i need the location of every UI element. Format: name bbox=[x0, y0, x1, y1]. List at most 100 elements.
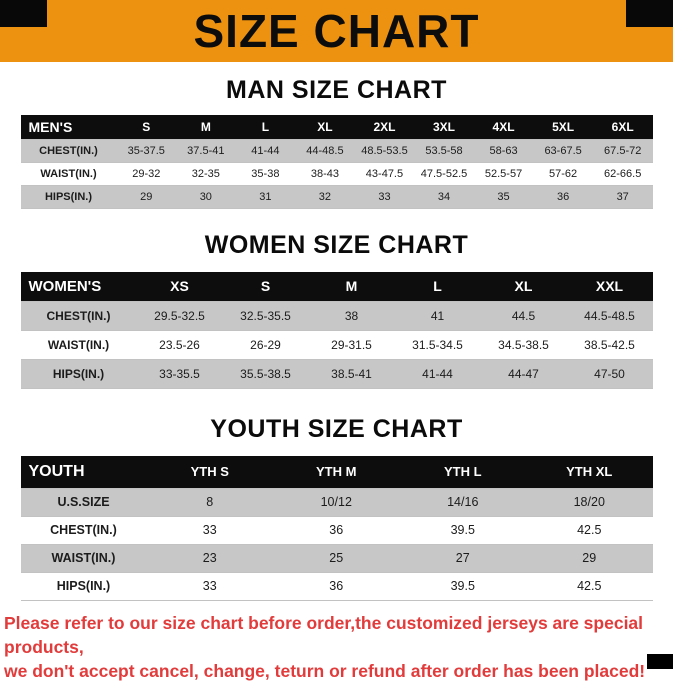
size-cell: 38.5-42.5 bbox=[566, 330, 653, 360]
row-label: CHEST(IN.) bbox=[20, 515, 147, 544]
banner-corner-right bbox=[626, 0, 673, 27]
table-row: CHEST(IN.) 29.5-32.5 32.5-35.5 38 41 44.5 44.5… bbox=[20, 301, 653, 331]
column-header: XXL bbox=[566, 271, 653, 302]
table-row: U.S.SIZE 8 10/12 14/16 18/20 bbox=[20, 487, 653, 516]
table-row: WAIST(IN.) 29-32 32-35 35-38 38-43 43-47.5 47.… bbox=[20, 161, 653, 185]
column-header: L bbox=[235, 115, 296, 139]
size-cell: 38-43 bbox=[295, 161, 355, 185]
page-title: SIZE CHART bbox=[193, 5, 480, 57]
size-cell: 29 bbox=[116, 184, 177, 208]
youth-size-table: YOUTH YTH S YTH M YTH L YTH XL U.S.SIZE 8 10/12… bbox=[20, 456, 653, 601]
column-header: S bbox=[116, 115, 177, 139]
column-header: 6XL bbox=[592, 115, 653, 139]
size-cell: 37 bbox=[592, 184, 653, 208]
column-header: 2XL bbox=[354, 115, 415, 139]
youth-section-heading: YOUTH SIZE CHART bbox=[210, 415, 463, 443]
size-cell: 34 bbox=[414, 184, 474, 208]
size-cell: 36 bbox=[273, 571, 400, 600]
size-cell: 35.5-38.5 bbox=[222, 359, 309, 389]
table-title-cell: MEN'S bbox=[20, 115, 117, 139]
column-header: M bbox=[176, 115, 236, 139]
size-chart-sections: MAN SIZE CHART MEN'S S M L XL 2XL 3XL 4XL 5XL 6XL C… bbox=[0, 76, 673, 601]
row-label: U.S.SIZE bbox=[20, 487, 147, 516]
size-cell: 47-50 bbox=[566, 359, 653, 389]
size-cell: 62-66.5 bbox=[592, 161, 653, 185]
column-header: 4XL bbox=[473, 115, 534, 139]
table-title-cell: YOUTH bbox=[20, 456, 147, 488]
row-label: WAIST(IN.) bbox=[20, 330, 137, 360]
size-cell: 39.5 bbox=[399, 571, 526, 600]
size-cell: 52.5-57 bbox=[473, 161, 534, 185]
footer-notice: Please refer to our size chart before or… bbox=[0, 611, 673, 683]
size-cell: 29-32 bbox=[116, 161, 177, 185]
row-label: WAIST(IN.) bbox=[20, 161, 117, 185]
column-header: YTH S bbox=[146, 456, 273, 488]
size-cell: 38 bbox=[308, 301, 395, 331]
size-cell: 27 bbox=[399, 543, 526, 572]
size-cell: 41-44 bbox=[394, 359, 481, 389]
section-men: MAN SIZE CHART MEN'S S M L XL 2XL 3XL 4XL 5XL 6XL C… bbox=[0, 76, 673, 209]
column-header: XS bbox=[136, 271, 223, 302]
size-cell: 38.5-41 bbox=[308, 359, 395, 389]
size-cell: 8 bbox=[146, 487, 273, 516]
size-cell: 36 bbox=[273, 515, 400, 544]
size-cell: 63-67.5 bbox=[533, 138, 593, 162]
bottom-right-corner bbox=[647, 654, 673, 669]
column-header: S bbox=[222, 271, 309, 302]
size-cell: 18/20 bbox=[526, 487, 653, 516]
banner: SIZE CHART bbox=[0, 0, 673, 62]
column-header: XL bbox=[295, 115, 355, 139]
table-row: WAIST(IN.) 23 25 27 29 bbox=[20, 543, 653, 572]
size-cell: 41 bbox=[394, 301, 481, 331]
table-header-row: YOUTH YTH S YTH M YTH L YTH XL bbox=[20, 456, 653, 488]
size-cell: 33 bbox=[146, 571, 273, 600]
column-header: L bbox=[394, 271, 481, 302]
row-label: HIPS(IN.) bbox=[20, 571, 147, 600]
size-cell: 36 bbox=[533, 184, 593, 208]
table-header-row: MEN'S S M L XL 2XL 3XL 4XL 5XL 6XL bbox=[20, 115, 653, 139]
size-cell: 39.5 bbox=[399, 515, 526, 544]
size-cell: 33 bbox=[146, 515, 273, 544]
size-cell: 10/12 bbox=[273, 487, 400, 516]
size-cell: 41-44 bbox=[235, 138, 296, 162]
section-women: WOMEN SIZE CHART WOMEN'S XS S M L XL XXL CHEST(I… bbox=[0, 230, 673, 389]
size-cell: 42.5 bbox=[526, 571, 653, 600]
size-cell: 43-47.5 bbox=[354, 161, 415, 185]
column-header: YTH M bbox=[273, 456, 400, 488]
row-label: CHEST(IN.) bbox=[20, 301, 137, 331]
size-cell: 31 bbox=[235, 184, 296, 208]
size-cell: 33 bbox=[354, 184, 415, 208]
men-size-table: MEN'S S M L XL 2XL 3XL 4XL 5XL 6XL CHEST(IN.) 35-37… bbox=[20, 115, 653, 209]
banner-corner-left bbox=[0, 0, 47, 27]
table-header-row: WOMEN'S XS S M L XL XXL bbox=[20, 271, 653, 302]
size-cell: 37.5-41 bbox=[176, 138, 236, 162]
size-cell: 25 bbox=[273, 543, 400, 572]
size-cell: 26-29 bbox=[222, 330, 309, 360]
section-youth: YOUTH SIZE CHART YOUTH YTH S YTH M YTH L YTH … bbox=[0, 415, 673, 601]
size-cell: 44.5-48.5 bbox=[566, 301, 653, 331]
size-cell: 32 bbox=[295, 184, 355, 208]
table-row: CHEST(IN.) 35-37.5 37.5-41 41-44 44-48.5 48.5… bbox=[20, 138, 653, 162]
size-cell: 47.5-52.5 bbox=[414, 161, 474, 185]
size-cell: 35-38 bbox=[235, 161, 296, 185]
women-size-table: WOMEN'S XS S M L XL XXL CHEST(IN.) 29.5-32.5 32.5… bbox=[20, 271, 653, 389]
column-header: YTH L bbox=[399, 456, 526, 488]
row-label: HIPS(IN.) bbox=[20, 184, 117, 208]
table-row: HIPS(IN.) 33-35.5 35.5-38.5 38.5-41 41-44 44-… bbox=[20, 359, 653, 389]
table-title-cell: WOMEN'S bbox=[20, 271, 137, 302]
size-cell: 48.5-53.5 bbox=[354, 138, 415, 162]
size-cell: 32-35 bbox=[176, 161, 236, 185]
size-cell: 67.5-72 bbox=[592, 138, 653, 162]
men-section-heading: MAN SIZE CHART bbox=[226, 76, 447, 104]
table-row: HIPS(IN.) 33 36 39.5 42.5 bbox=[20, 571, 653, 600]
size-cell: 44-47 bbox=[480, 359, 567, 389]
size-cell: 53.5-58 bbox=[414, 138, 474, 162]
column-header: 5XL bbox=[533, 115, 593, 139]
row-label: CHEST(IN.) bbox=[20, 138, 117, 162]
notice-line-2: we don't accept cancel, change, teturn o… bbox=[4, 660, 646, 681]
size-cell: 35 bbox=[473, 184, 534, 208]
size-cell: 44-48.5 bbox=[295, 138, 355, 162]
size-cell: 58-63 bbox=[473, 138, 534, 162]
women-section-heading: WOMEN SIZE CHART bbox=[204, 230, 469, 259]
